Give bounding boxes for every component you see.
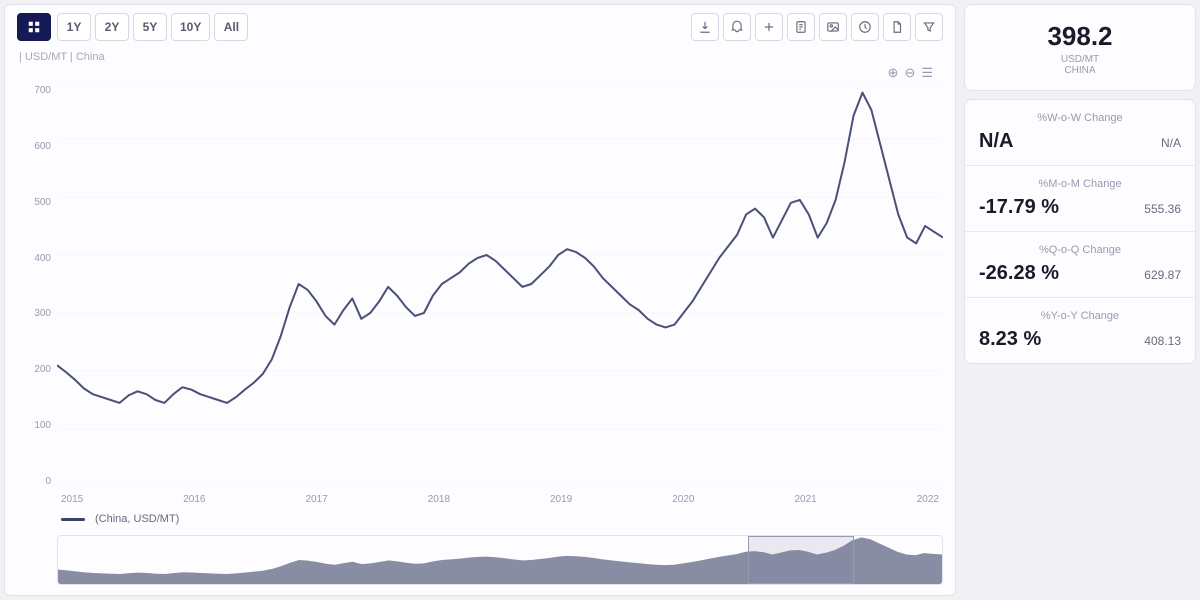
toolbar: 1Y 2Y 5Y 10Y All: [17, 13, 943, 41]
change-pct: 8.23 %: [979, 328, 1041, 351]
ytick: 200: [17, 364, 51, 375]
ytick: 700: [17, 85, 51, 96]
note-icon[interactable]: [787, 13, 815, 41]
xtick: 2018: [428, 494, 450, 505]
brush-window[interactable]: [748, 536, 854, 584]
xtick: 2019: [550, 494, 572, 505]
plot-area[interactable]: 2015 2016 2017 2018 2019 2020 2021 2022: [57, 81, 943, 505]
x-axis: 2015 2016 2017 2018 2019 2020 2021 2022: [57, 494, 943, 505]
clock-icon[interactable]: [851, 13, 879, 41]
brush-overview[interactable]: [57, 535, 943, 585]
change-sub: N/A: [1161, 136, 1181, 150]
time-range-group: 1Y 2Y 5Y 10Y All: [57, 13, 248, 41]
chart-subtitle: | USD/MT | China: [19, 51, 943, 63]
xtick: 2017: [306, 494, 328, 505]
change-row-mom: %M-o-M Change -17.79 % 555.36: [965, 166, 1195, 232]
summary-unit: USD/MT: [979, 54, 1181, 65]
change-label: %M-o-M Change: [979, 178, 1181, 190]
range-5y[interactable]: 5Y: [133, 13, 167, 41]
image-icon[interactable]: [819, 13, 847, 41]
chart-subtitle-text: | USD/MT | China: [19, 51, 105, 63]
plus-circle-icon[interactable]: ⊕: [888, 65, 899, 81]
legend-swatch: [61, 518, 85, 521]
plus-icon[interactable]: [755, 13, 783, 41]
xtick: 2016: [183, 494, 205, 505]
change-label: %Y-o-Y Change: [979, 310, 1181, 322]
changes-card: %W-o-W Change N/A N/A %M-o-M Change -17.…: [964, 99, 1196, 364]
ytick: 600: [17, 141, 51, 152]
legend: (China, USD/MT): [17, 505, 943, 529]
price-line: [57, 81, 943, 487]
change-sub: 408.13: [1144, 334, 1181, 348]
ytick: 500: [17, 197, 51, 208]
change-pct: -17.79 %: [979, 196, 1059, 219]
chart-view-controls: ⊕ ⊖ ☰: [17, 65, 933, 81]
ytick: 0: [17, 476, 51, 487]
main-chart: 700 600 500 400 300 200 100 0 2015 2016 …: [17, 81, 943, 505]
ytick: 300: [17, 308, 51, 319]
xtick: 2020: [672, 494, 694, 505]
y-axis: 700 600 500 400 300 200 100 0: [17, 81, 57, 505]
legend-label: (China, USD/MT): [95, 513, 179, 525]
summary-card: 398.2 USD/MT CHINA: [964, 4, 1196, 91]
range-all[interactable]: All: [214, 13, 248, 41]
dashboard-button[interactable]: [17, 13, 51, 41]
change-sub: 555.36: [1144, 202, 1181, 216]
ytick: 400: [17, 253, 51, 264]
summary-value: 398.2: [979, 21, 1181, 52]
range-10y[interactable]: 10Y: [171, 13, 210, 41]
document-icon[interactable]: [883, 13, 911, 41]
xtick: 2021: [795, 494, 817, 505]
chart-panel: 1Y 2Y 5Y 10Y All | USD/MT | China ⊕ ⊖ ☰ …: [4, 4, 956, 596]
change-row-qoq: %Q-o-Q Change -26.28 % 629.87: [965, 232, 1195, 298]
change-pct: N/A: [979, 130, 1013, 153]
summary-region: CHINA: [979, 65, 1181, 76]
xtick: 2015: [61, 494, 83, 505]
menu-icon[interactable]: ☰: [921, 65, 933, 81]
bell-icon[interactable]: [723, 13, 751, 41]
xtick: 2022: [917, 494, 939, 505]
download-icon[interactable]: [691, 13, 719, 41]
stats-panel: 398.2 USD/MT CHINA %W-o-W Change N/A N/A…: [960, 0, 1200, 600]
range-2y[interactable]: 2Y: [95, 13, 129, 41]
change-sub: 629.87: [1144, 268, 1181, 282]
change-label: %W-o-W Change: [979, 112, 1181, 124]
minus-circle-icon[interactable]: ⊖: [904, 65, 915, 81]
ytick: 100: [17, 420, 51, 431]
change-row-wow: %W-o-W Change N/A N/A: [965, 100, 1195, 166]
chart-tools: [691, 13, 943, 41]
filter-icon[interactable]: [915, 13, 943, 41]
change-row-yoy: %Y-o-Y Change 8.23 % 408.13: [965, 298, 1195, 363]
range-1y[interactable]: 1Y: [57, 13, 91, 41]
change-label: %Q-o-Q Change: [979, 244, 1181, 256]
change-pct: -26.28 %: [979, 262, 1059, 285]
